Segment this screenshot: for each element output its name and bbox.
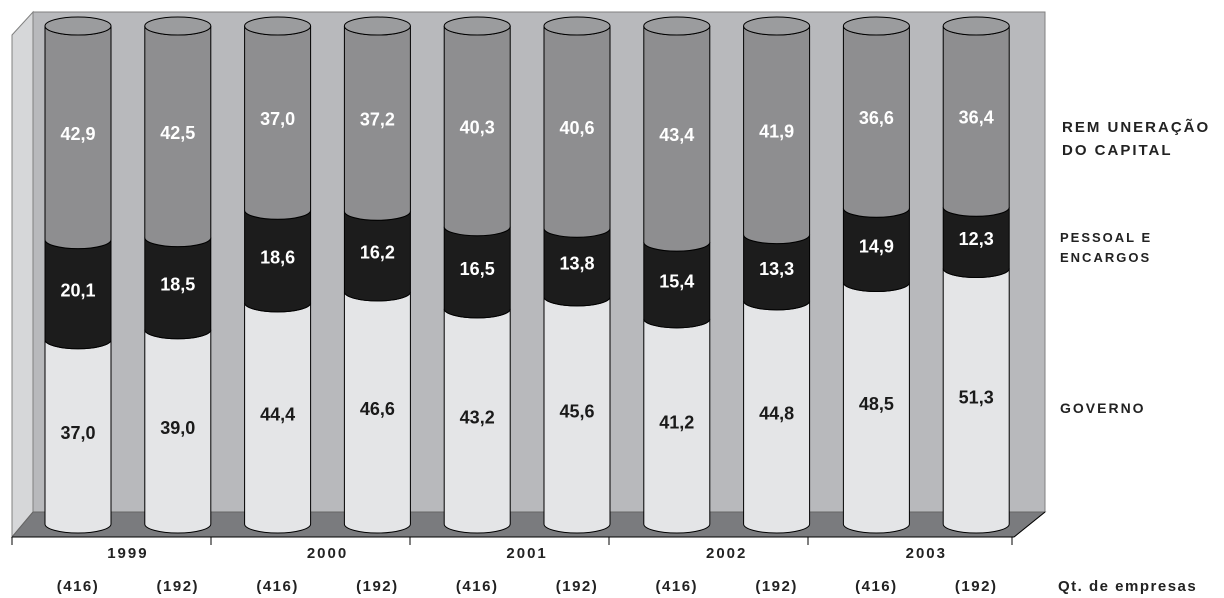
cylinder-top-8 <box>743 16 811 36</box>
value-label-2-2: 18,5 <box>160 275 195 295</box>
company-count-4: (192) <box>356 578 399 595</box>
value-label-1-6: 45,6 <box>559 401 594 421</box>
value-label-1-7: 41,2 <box>659 412 694 432</box>
cylinder-top-9 <box>842 16 910 36</box>
cylinder-9: 48,5 14,9 36,6 <box>842 16 910 534</box>
cylinder-6: 45,6 13,8 40,6 <box>543 16 611 534</box>
company-count-2: (192) <box>157 578 200 595</box>
cylinder-top-2 <box>144 16 212 36</box>
cylinder-10: 51,3 12,3 36,4 <box>942 16 1010 534</box>
legend-pessoal-line1: PESSOAL E <box>1060 230 1153 245</box>
company-count-9: (416) <box>855 578 898 595</box>
company-count-1: (416) <box>57 578 100 595</box>
company-count-8: (192) <box>755 578 798 595</box>
year-label-2000: 2000 <box>307 545 348 562</box>
legend-pessoal-encargos: PESSOAL E ENCARGOS <box>1060 228 1152 268</box>
value-label-2-9: 14,9 <box>859 236 894 256</box>
legend-capital-line2: DO CAPITAL <box>1062 142 1173 160</box>
company-count-5: (416) <box>456 578 499 595</box>
value-label-3-2: 42,5 <box>160 123 195 143</box>
value-label-3-9: 36,6 <box>859 108 894 128</box>
x-axis: 1999 2000 2001 2002 2003 (416) (192) (416) (192)… <box>11 537 1013 595</box>
cylinder-top-5 <box>443 16 511 36</box>
left-wall <box>11 10 34 539</box>
value-label-3-10: 36,4 <box>959 108 994 128</box>
value-label-1-8: 44,8 <box>759 403 794 423</box>
cylinder-5: 43,2 16,5 40,3 <box>443 16 511 534</box>
cylinder-top-3 <box>244 16 312 36</box>
legend-capital-line1: REM UNERAÇÃO <box>1062 119 1211 136</box>
value-label-1-3: 44,4 <box>260 404 295 424</box>
value-label-2-6: 13,8 <box>559 254 594 274</box>
value-label-3-8: 41,9 <box>759 121 794 141</box>
value-label-2-7: 15,4 <box>659 271 694 291</box>
value-label-3-5: 40,3 <box>460 117 495 137</box>
cylinder-top-1 <box>44 16 112 36</box>
value-label-3-6: 40,6 <box>559 118 594 138</box>
legend-governo: GOVERNO <box>1060 398 1146 420</box>
cylinder-7: 41,2 15,4 43,4 <box>643 16 711 534</box>
value-label-2-8: 13,3 <box>759 259 794 279</box>
value-label-1-9: 48,5 <box>859 394 894 414</box>
value-label-2-4: 16,2 <box>360 243 395 263</box>
company-count-10: (192) <box>955 578 998 595</box>
company-count-label: Qt. de empresas <box>1058 578 1198 595</box>
value-label-3-3: 37,0 <box>260 109 295 129</box>
cylinder-top-6 <box>543 16 611 36</box>
year-label-2003: 2003 <box>906 545 947 562</box>
legend-pessoal-line2: ENCARGOS <box>1060 250 1152 266</box>
company-count-6: (192) <box>556 578 599 595</box>
legend-remuneracao-capital: REM UNERAÇÃO DO CAPITAL <box>1062 116 1210 163</box>
year-label-2001: 2001 <box>506 545 547 562</box>
legend-governo-text: GOVERNO <box>1060 400 1146 416</box>
value-label-3-7: 43,4 <box>659 125 694 145</box>
year-label-2002: 2002 <box>706 545 747 562</box>
year-label-1999: 1999 <box>107 545 148 562</box>
cylinder-series: 37,0 20,1 42,9 39,0 18,5 42,5 44,4 18,6 37,0 46,6… <box>44 16 1010 534</box>
value-label-1-4: 46,6 <box>360 399 395 419</box>
cylinder-top-10 <box>942 16 1010 36</box>
value-label-2-3: 18,6 <box>260 248 295 268</box>
cylinder-2: 39,0 18,5 42,5 <box>144 16 212 534</box>
value-label-1-10: 51,3 <box>959 387 994 407</box>
value-label-3-4: 37,2 <box>360 110 395 130</box>
cylinder-1: 37,0 20,1 42,9 <box>44 16 112 534</box>
company-count-3: (416) <box>256 578 299 595</box>
value-label-2-1: 20,1 <box>60 281 95 301</box>
company-count-7: (416) <box>656 578 699 595</box>
value-label-2-5: 16,5 <box>460 259 495 279</box>
cylinder-8: 44,8 13,3 41,9 <box>743 16 811 534</box>
floor-edge <box>1013 511 1046 538</box>
value-label-3-1: 42,9 <box>60 124 95 144</box>
cylinder-top-4 <box>343 16 411 36</box>
value-label-1-5: 43,2 <box>460 407 495 427</box>
value-label-1-1: 37,0 <box>60 423 95 443</box>
cylinder-4: 46,6 16,2 37,2 <box>343 16 411 534</box>
cylinder-top-7 <box>643 16 711 36</box>
cylinder-3: 44,4 18,6 37,0 <box>244 16 312 534</box>
value-label-1-2: 39,0 <box>160 418 195 438</box>
value-label-2-10: 12,3 <box>959 229 994 249</box>
